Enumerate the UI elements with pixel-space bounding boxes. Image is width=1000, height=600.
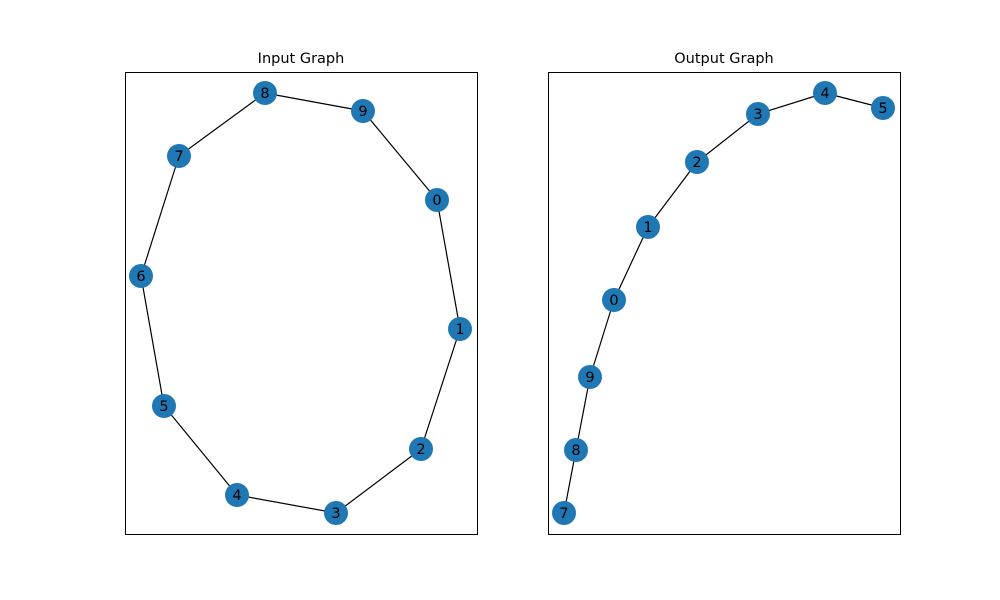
- input-graph-edges: [140, 92, 461, 514]
- output-node-label-7: 7: [559, 506, 568, 522]
- input-node-5: [152, 394, 176, 418]
- output-edge-8-9: [575, 376, 591, 451]
- input-node-label-4: 4: [232, 488, 241, 504]
- output-graph-title: Output Graph: [674, 51, 773, 67]
- output-node-1: [636, 215, 660, 239]
- output-node-label-5: 5: [878, 101, 887, 117]
- output-node-2: [685, 150, 709, 174]
- input-node-label-8: 8: [260, 86, 269, 102]
- output-node-label-8: 8: [571, 443, 580, 459]
- input-edge-0-1: [436, 199, 461, 330]
- input-node-2: [409, 437, 433, 461]
- input-edge-9-0: [362, 110, 438, 201]
- input-node-label-6: 6: [136, 269, 145, 285]
- input-node-9: [351, 99, 375, 123]
- input-edge-8-9: [264, 92, 364, 112]
- input-graph-panel: Input Graph 0 1 2 3 4 5 6 7 8 9: [125, 51, 478, 535]
- output-node-label-0: 0: [609, 293, 618, 309]
- input-node-label-9: 9: [358, 104, 367, 120]
- output-node-5: [871, 96, 895, 120]
- input-edge-1-2: [420, 328, 461, 450]
- output-node-8: [564, 438, 588, 462]
- input-edge-3-4: [236, 494, 337, 514]
- input-node-3: [324, 501, 348, 525]
- input-graph-frame: [125, 72, 478, 535]
- output-node-label-4: 4: [820, 86, 829, 102]
- output-node-label-9: 9: [585, 370, 594, 386]
- input-edge-7-8: [178, 92, 266, 157]
- output-graph-frame: [548, 72, 901, 535]
- output-node-0: [602, 288, 626, 312]
- output-edge-9-0: [589, 299, 615, 378]
- input-node-6: [129, 264, 153, 288]
- output-node-3: [746, 102, 770, 126]
- output-node-label-3: 3: [753, 107, 762, 123]
- output-graph-panel: Output Graph 0 1 2 3 4 5 7 8 9: [548, 51, 901, 535]
- input-node-label-5: 5: [159, 399, 168, 415]
- output-node-9: [578, 365, 602, 389]
- input-node-label-0: 0: [432, 193, 441, 209]
- input-node-label-7: 7: [174, 149, 183, 165]
- output-node-4: [813, 81, 837, 105]
- input-node-7: [167, 144, 191, 168]
- input-graph-nodes: 0 1 2 3 4 5 6 7 8 9: [129, 81, 472, 525]
- input-node-4: [225, 483, 249, 507]
- input-node-label-1: 1: [455, 322, 464, 338]
- output-edge-1-2: [647, 161, 698, 228]
- input-edge-4-5: [163, 405, 238, 496]
- input-node-label-3: 3: [331, 506, 340, 522]
- output-node-label-1: 1: [643, 220, 652, 236]
- input-graph-title: Input Graph: [258, 51, 345, 67]
- input-edge-5-6: [140, 275, 165, 407]
- output-edge-0-1: [613, 226, 649, 301]
- output-node-7: [552, 501, 576, 525]
- output-edge-2-3: [696, 113, 759, 163]
- input-node-0: [425, 188, 449, 212]
- input-node-8: [253, 81, 277, 105]
- input-edge-6-7: [140, 155, 180, 277]
- input-edge-2-3: [335, 448, 422, 514]
- input-node-label-2: 2: [416, 442, 425, 458]
- output-graph-nodes: 0 1 2 3 4 5 7 8 9: [552, 81, 895, 525]
- input-node-1: [448, 317, 472, 341]
- output-node-label-2: 2: [692, 155, 701, 171]
